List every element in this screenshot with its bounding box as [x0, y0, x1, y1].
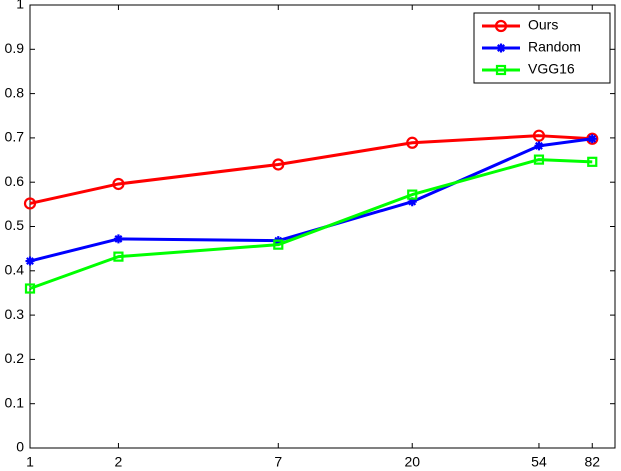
x-tick-label: 82	[584, 454, 600, 470]
series-line	[29, 158, 593, 290]
marker	[24, 283, 36, 294]
x-tick-label: 1	[26, 454, 34, 470]
legend: Ours Random VGG16	[473, 12, 611, 84]
series-line	[29, 134, 593, 205]
marker	[113, 251, 124, 262]
marker	[496, 43, 506, 53]
x-tick-label: 7	[274, 454, 282, 470]
x-tick-label: 20	[404, 454, 420, 470]
y-tick-label: 0.3	[5, 306, 25, 322]
y-tick-label: 0.1	[5, 394, 25, 410]
x-tick-label: 54	[531, 454, 547, 470]
legend-label: Random	[528, 39, 581, 55]
marker	[272, 158, 285, 171]
marker	[406, 136, 419, 149]
y-tick-label: 0.8	[5, 84, 25, 100]
marker	[534, 141, 544, 151]
marker	[587, 134, 597, 144]
marker	[532, 129, 546, 142]
y-tick-label: 0.5	[5, 217, 25, 233]
y-tick-label: 1	[16, 0, 24, 12]
y-tick-label: 0	[16, 439, 24, 455]
marker	[587, 156, 598, 167]
marker	[273, 239, 284, 250]
legend-label: Ours	[528, 17, 558, 33]
marker	[23, 197, 37, 210]
marker	[494, 19, 508, 33]
marker	[113, 234, 123, 244]
marker	[25, 256, 35, 266]
y-tick-label: 0.4	[5, 262, 25, 278]
marker	[407, 189, 418, 200]
y-tick-label: 0.2	[5, 350, 25, 366]
marker	[533, 154, 545, 165]
marker	[407, 197, 417, 207]
y-tick-label: 0.6	[5, 173, 25, 189]
y-tick-label: 0.9	[5, 40, 25, 56]
marker	[495, 64, 507, 76]
y-tick-label: 0.7	[5, 129, 25, 145]
x-tick-label: 2	[115, 454, 123, 470]
legend-label: VGG16	[528, 61, 575, 77]
marker	[112, 177, 125, 191]
